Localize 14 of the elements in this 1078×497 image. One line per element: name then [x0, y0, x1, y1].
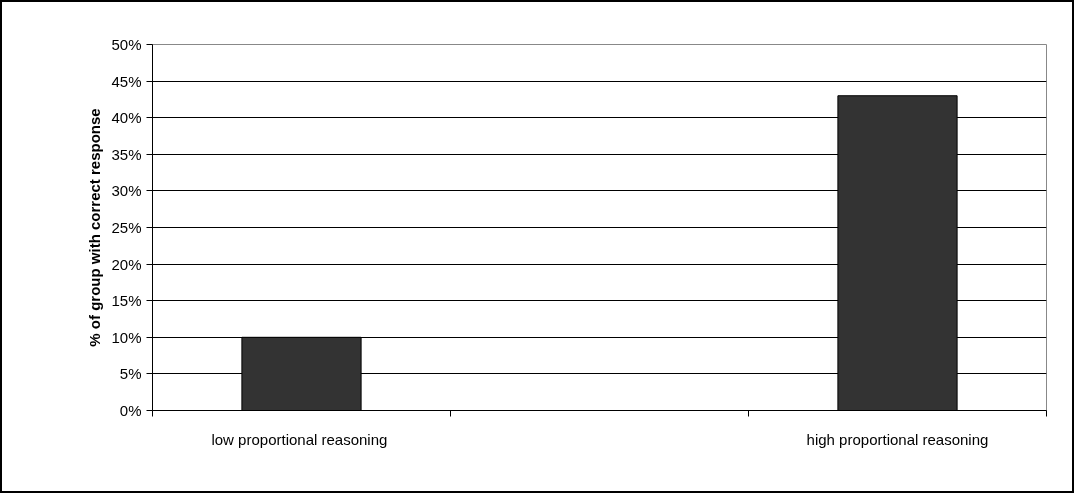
y-tick-label: 45%	[111, 72, 142, 90]
y-tick-label: 20%	[111, 255, 142, 273]
y-tick-label: 0%	[119, 402, 142, 419]
y-tick-label: 15%	[111, 292, 142, 310]
y-tick-label: 35%	[111, 145, 142, 163]
y-axis-title: % of group with correct response	[86, 108, 104, 347]
y-tick-label: 40%	[111, 109, 142, 127]
y-tick-label: 30%	[111, 182, 142, 200]
y-tick-label: 50%	[111, 36, 142, 53]
y-tick-label: 25%	[111, 219, 142, 236]
y-tick-label: 5%	[119, 365, 142, 383]
x-tick-label: low proportional reasoning	[211, 430, 388, 448]
x-tick-label: high proportional reasoning	[806, 430, 989, 448]
y-tick-label: 10%	[111, 328, 142, 346]
